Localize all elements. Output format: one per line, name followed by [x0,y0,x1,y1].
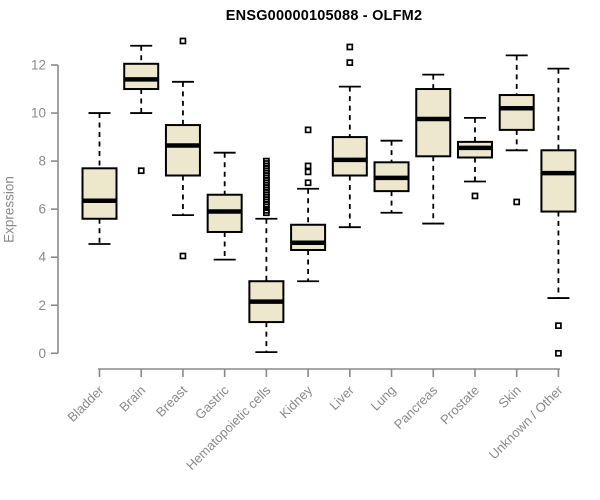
iqr-box [415,88,452,158]
iqr-box [164,124,201,177]
iqr-box [498,94,535,131]
outlier-point [137,167,145,175]
x-category-label: Unknown / Other [486,382,566,462]
iqr-box [331,136,368,177]
y-tick-label: 2 [38,298,46,313]
outlier-point [513,198,521,206]
outlier-point [555,349,562,357]
box-group [456,116,493,200]
chart-title: ENSG00000105088 - OLFM2 [225,8,423,24]
x-category-label: Gastric [192,382,232,422]
y-tick-label: 6 [38,202,46,217]
outlier-point [304,168,312,176]
box-group [248,157,285,353]
outlier-point [179,252,187,260]
x-category-label: Bladder [64,382,107,425]
x-category-label: Prostate [437,383,482,428]
outlier-point [346,43,354,51]
outlier-point [304,126,312,134]
x-category-label: Kidney [277,382,316,421]
box-group [373,139,410,214]
box-group [415,73,452,225]
outlier-point [471,192,479,200]
iqr-box [123,62,160,91]
outlier-point [304,162,312,170]
outlier-point [263,203,270,211]
outlier-point [346,59,354,66]
y-tick-label: 4 [38,250,46,265]
x-category-label: Breast [153,382,190,419]
x-category-label: Lung [368,383,399,414]
x-category-label: Liver [326,382,357,413]
box-group [164,37,201,260]
box-group [206,151,243,261]
outlier-point [263,209,270,217]
y-tick-label: 12 [31,58,46,73]
outlier-point [555,322,562,330]
iqr-box [81,167,118,220]
x-category-label: Skin [495,383,523,411]
box-group [498,54,535,206]
iqr-box [290,223,327,251]
box-group [331,43,368,229]
y-tick-label: 0 [38,346,46,361]
x-category-label: Brain [116,383,148,415]
outlier-point [304,179,312,187]
iqr-box [540,149,577,213]
x-category-label: Pancreas [391,382,441,432]
outlier-point [179,37,187,45]
box-group [81,112,118,245]
y-tick-label: 10 [31,106,46,121]
box-group [123,44,160,175]
box-group [290,126,327,283]
y-tick-label: 8 [38,154,46,169]
box-group [540,67,577,357]
